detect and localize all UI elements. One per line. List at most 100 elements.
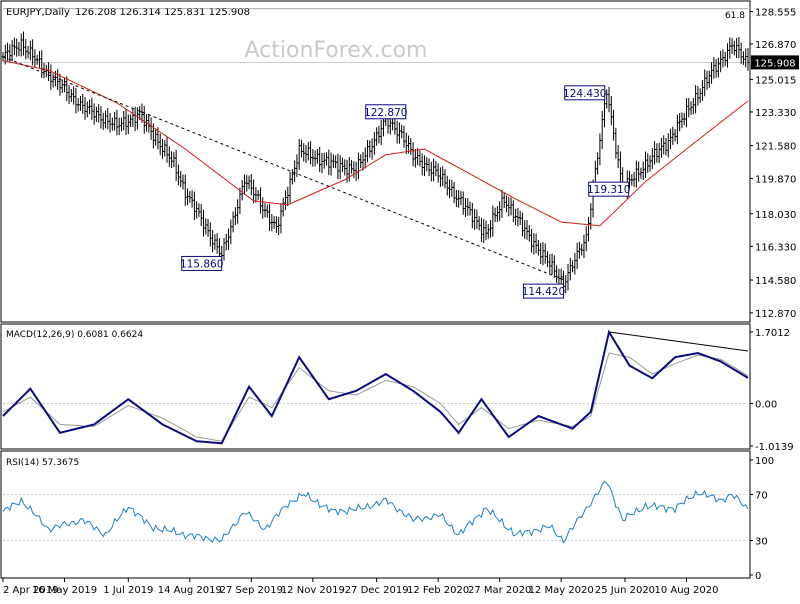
- price-bar: [585, 226, 588, 252]
- axis-layer: 128.555 126.870 125.015 123.330 121.580 119.8…: [2, 8, 799, 596]
- price-bar: [323, 152, 326, 169]
- price-bar: [79, 95, 82, 111]
- price-bar: [186, 188, 189, 206]
- rsi-tick-label: 100: [755, 456, 774, 467]
- price-bar: [537, 239, 540, 256]
- ohlc-label: 126.208 126.314 125.831 125.908: [75, 7, 250, 18]
- price-bar: [532, 233, 536, 255]
- price-bar: [250, 173, 253, 196]
- price-bar: [509, 197, 513, 216]
- price-bar: [425, 157, 428, 172]
- price-bar: [630, 174, 634, 186]
- price-bar: [651, 147, 654, 170]
- price-bar: [500, 189, 504, 218]
- price-bar: [455, 189, 458, 207]
- price-bar: [35, 54, 39, 65]
- price-bar: [92, 103, 96, 125]
- price-bar: [229, 219, 233, 245]
- price-bar: [418, 150, 422, 167]
- price-tick-label: 125.015: [755, 76, 796, 87]
- price-bar: [657, 142, 661, 164]
- price-bar: [503, 192, 506, 209]
- price-bar: [427, 158, 431, 177]
- price-layer: 115.860 122.870 114.420 124.430 119.310: [1, 8, 750, 299]
- price-bar: [95, 106, 98, 122]
- price-bar: [487, 224, 490, 239]
- price-bar: [113, 111, 116, 131]
- price-bar: [327, 149, 330, 176]
- price-bar: [297, 138, 301, 170]
- price-annotation: 119.310: [587, 181, 630, 197]
- price-bar: [332, 154, 335, 169]
- rsi-panel-label: RSI(14) 57.3675: [6, 458, 79, 468]
- price-bar: [108, 112, 112, 133]
- price-bar: [266, 204, 269, 218]
- price-bar: [115, 109, 119, 136]
- price-bar: [282, 197, 285, 217]
- price-bar: [407, 135, 410, 154]
- price-bar: [336, 153, 340, 180]
- price-bar: [154, 128, 157, 146]
- price-bar: [644, 151, 647, 178]
- price-bar: [395, 120, 399, 144]
- price-bar: [86, 101, 89, 118]
- price-bar: [313, 150, 317, 167]
- price-bar: [660, 137, 663, 158]
- price-bar: [26, 45, 30, 59]
- price-bar: [673, 129, 677, 142]
- price-bar: [516, 207, 520, 227]
- price-bar: [172, 152, 176, 168]
- price-bar: [566, 263, 570, 291]
- macd-panel-frame: [0, 323, 751, 450]
- price-bar: [241, 180, 244, 201]
- price-bar: [459, 191, 463, 206]
- price-bar: [571, 260, 574, 273]
- price-bar: [38, 51, 41, 68]
- price-bar: [680, 112, 684, 129]
- price-bar: [603, 95, 606, 128]
- price-bar: [662, 135, 665, 155]
- rsi-line: [2, 480, 749, 544]
- price-bar: [421, 153, 424, 176]
- price-annotation: 124.430: [563, 85, 606, 101]
- date-tick-label: 10 Aug 2020: [654, 585, 718, 596]
- price-tick-label: 121.580: [755, 142, 796, 153]
- price-bar: [366, 140, 369, 163]
- price-bar: [655, 143, 659, 163]
- price-bar: [197, 203, 201, 218]
- price-bar: [364, 147, 367, 169]
- price-bar: [721, 49, 725, 68]
- price-bar: [573, 253, 577, 275]
- price-bar: [238, 187, 242, 215]
- price-bar: [739, 42, 743, 64]
- macd-line: [2, 329, 749, 445]
- date-tick-label: 25 Jun 2020: [595, 585, 655, 596]
- price-bar: [610, 96, 613, 126]
- rsi-tick-label: 30: [755, 537, 768, 548]
- price-bar: [436, 163, 440, 183]
- price-bar: [450, 179, 454, 197]
- price-bar: [746, 48, 750, 71]
- price-bar: [204, 218, 207, 235]
- rsi-tick-label: 0: [755, 571, 761, 582]
- price-bar: [147, 113, 151, 133]
- price-bar: [632, 171, 636, 188]
- price-bar: [368, 140, 372, 158]
- price-bar: [184, 174, 187, 206]
- price-bar: [430, 161, 433, 182]
- price-bar: [669, 128, 672, 150]
- price-bar: [127, 114, 130, 135]
- price-bar: [742, 51, 745, 65]
- annotation-box: [181, 255, 223, 271]
- price-bar: [482, 219, 485, 244]
- price-bar: [83, 97, 87, 120]
- price-bar: [605, 89, 608, 109]
- annotation-text: 124.430: [563, 88, 606, 100]
- price-bar: [325, 152, 328, 166]
- price-bar: [122, 110, 125, 131]
- price-bar: [318, 146, 321, 173]
- price-bar: [200, 203, 203, 227]
- price-bar: [234, 207, 237, 225]
- price-bar: [76, 98, 80, 112]
- date-tick-label: 27 Mar 2020: [468, 585, 531, 596]
